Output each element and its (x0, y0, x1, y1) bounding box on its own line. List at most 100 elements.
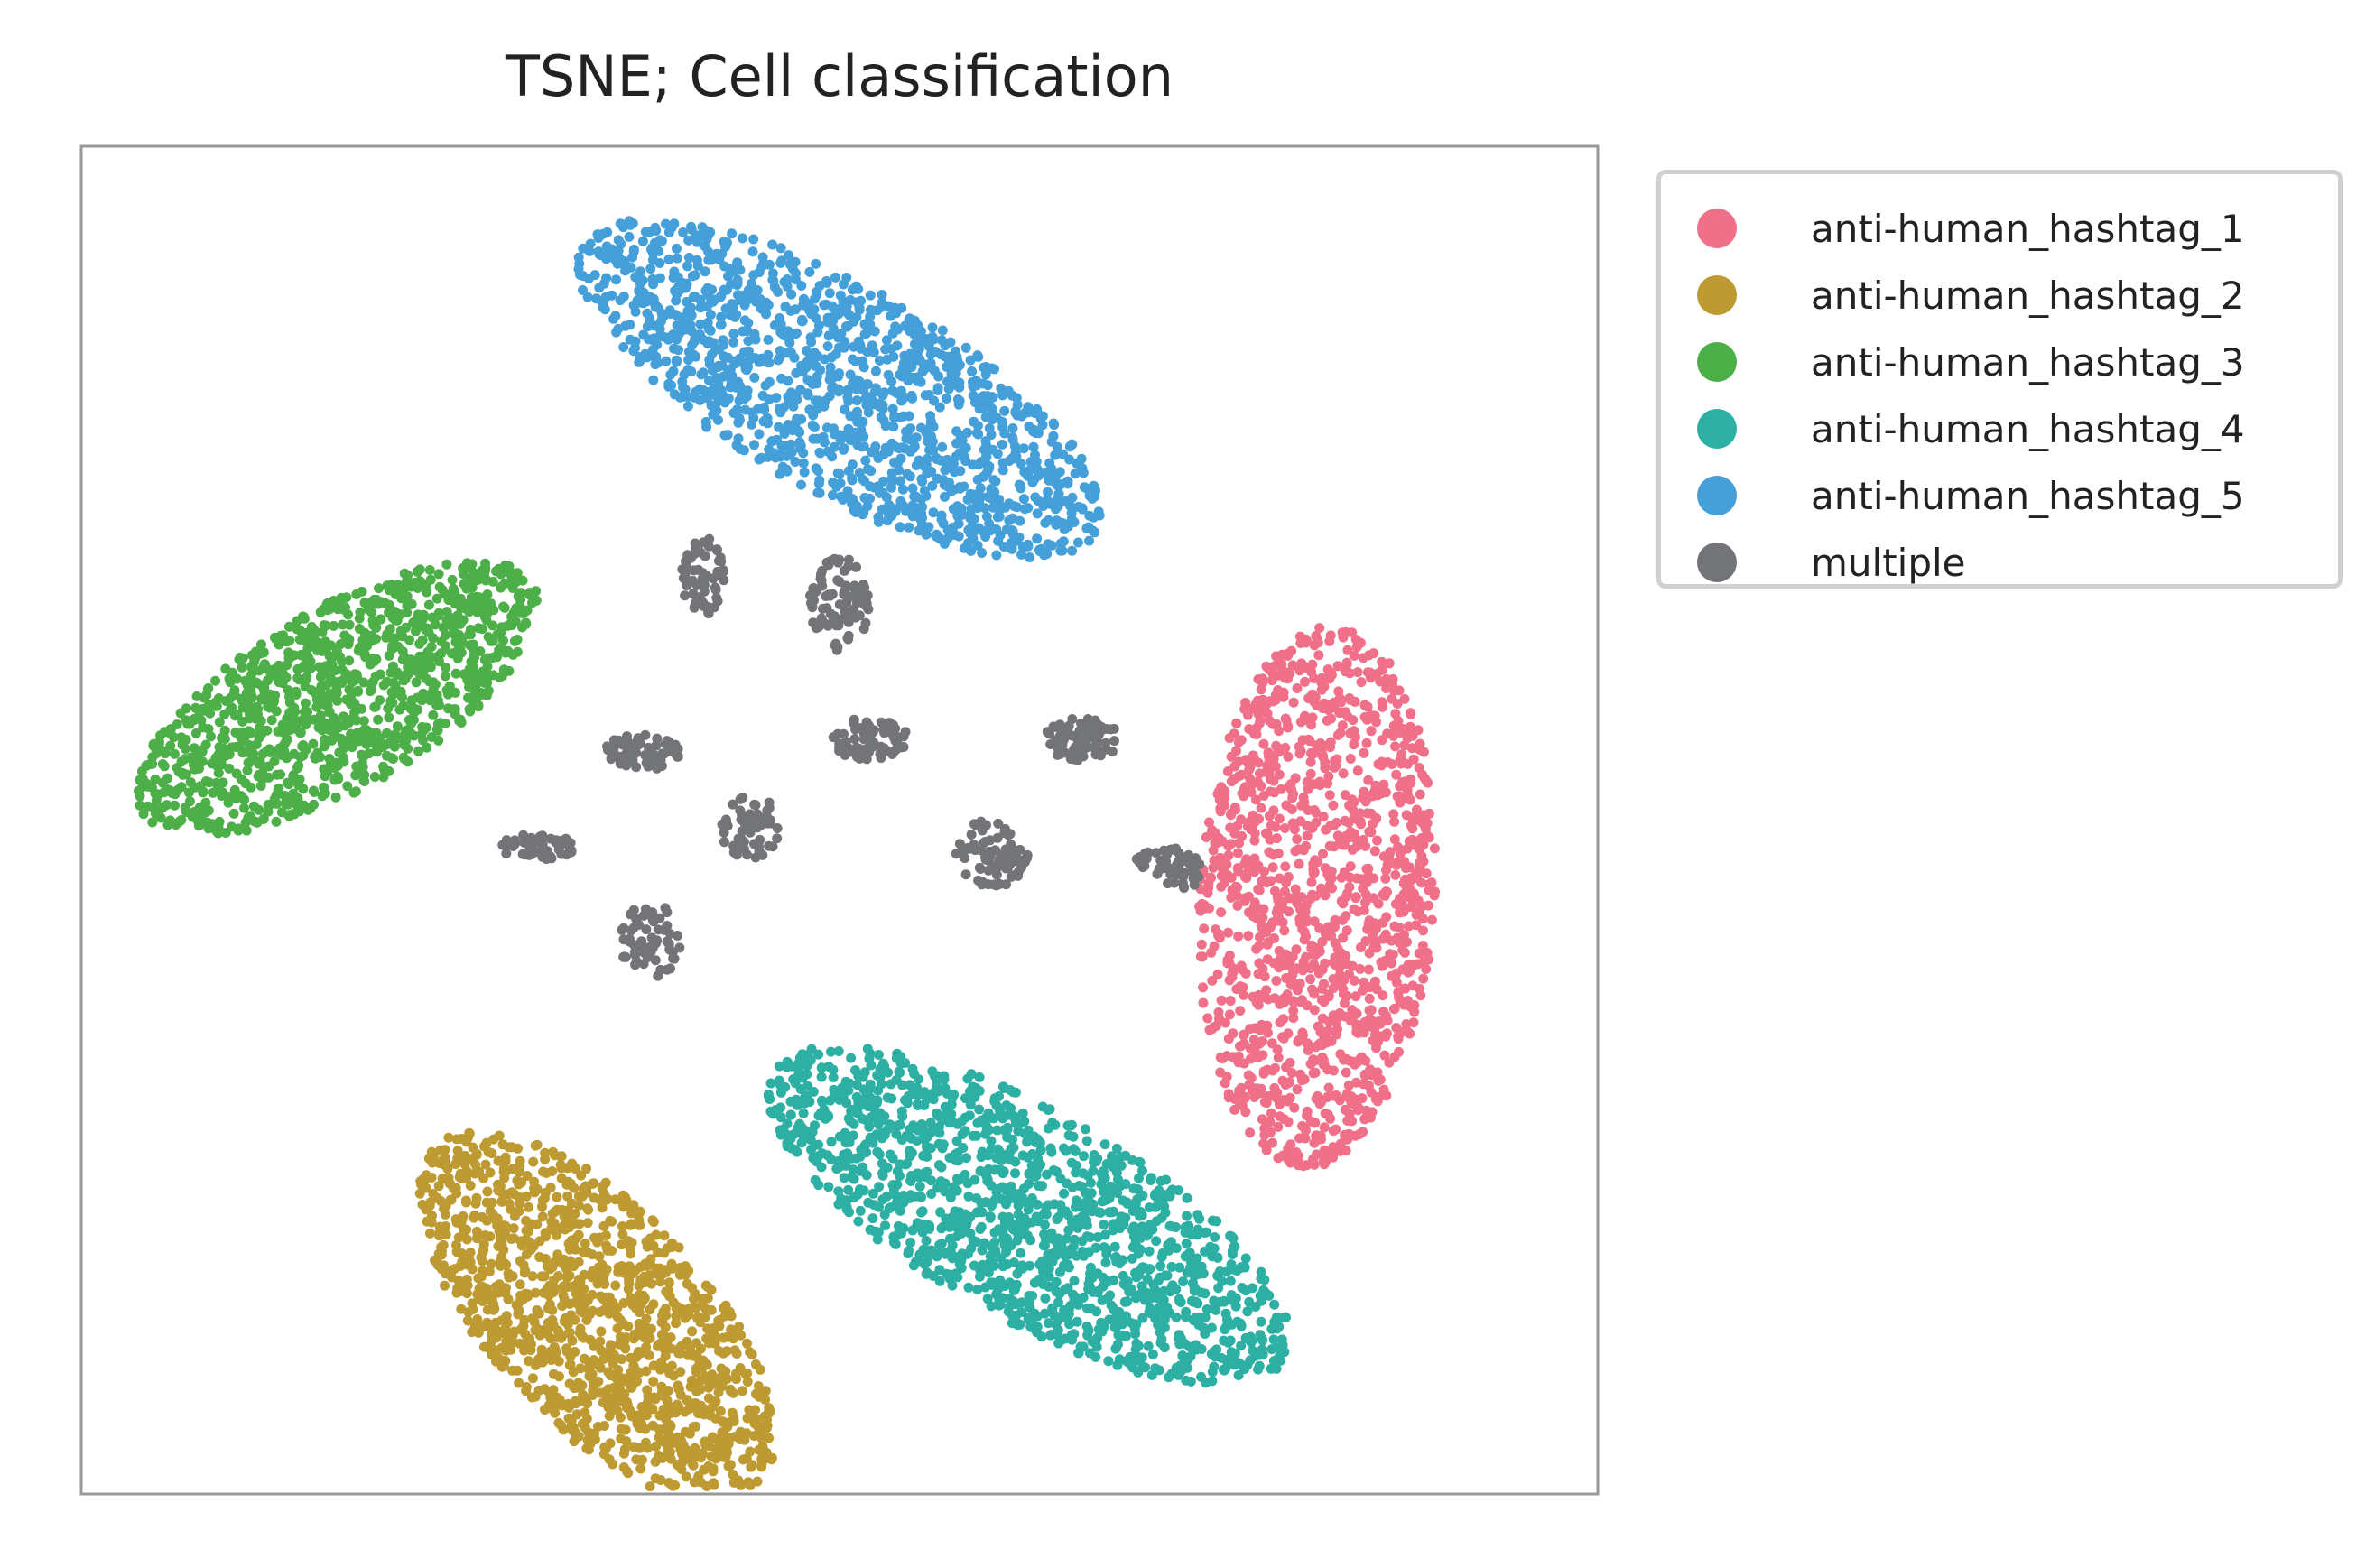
point-anti-human_hashtag_3 (441, 559, 452, 570)
point-anti-human_hashtag_4 (850, 1065, 860, 1076)
point-anti-human_hashtag_1 (1332, 952, 1343, 963)
point-anti-human_hashtag_2 (610, 1280, 621, 1291)
point-anti-human_hashtag_1 (1229, 1104, 1240, 1115)
point-anti-human_hashtag_4 (926, 1189, 937, 1199)
point-anti-human_hashtag_1 (1341, 1067, 1351, 1078)
point-anti-human_hashtag_4 (1182, 1211, 1192, 1221)
point-anti-human_hashtag_4 (985, 1211, 996, 1222)
point-anti-human_hashtag_4 (1131, 1338, 1142, 1349)
point-anti-human_hashtag_2 (700, 1312, 710, 1322)
point-anti-human_hashtag_4 (1053, 1233, 1063, 1244)
point-anti-human_hashtag_3 (279, 791, 290, 801)
point-anti-human_hashtag_2 (452, 1146, 463, 1156)
point-anti-human_hashtag_1 (1256, 1024, 1266, 1035)
point-anti-human_hashtag_1 (1415, 738, 1425, 749)
point-anti-human_hashtag_1 (1424, 900, 1433, 911)
point-anti-human_hashtag_3 (396, 691, 407, 702)
point-anti-human_hashtag_2 (762, 1452, 773, 1463)
point-anti-human_hashtag_3 (202, 683, 213, 694)
point-anti-human_hashtag_4 (1117, 1319, 1127, 1330)
point-anti-human_hashtag_4 (1100, 1257, 1111, 1268)
point-anti-human_hashtag_2 (683, 1453, 694, 1464)
point-anti-human_hashtag_4 (810, 1174, 821, 1185)
point-anti-human_hashtag_2 (548, 1369, 559, 1379)
point-anti-human_hashtag_3 (204, 777, 215, 788)
point-anti-human_hashtag_3 (302, 627, 312, 638)
point-anti-human_hashtag_1 (1308, 959, 1319, 970)
point-anti-human_hashtag_4 (776, 1128, 787, 1139)
point-anti-human_hashtag_1 (1209, 941, 1220, 951)
point-anti-human_hashtag_1 (1377, 735, 1387, 746)
point-anti-human_hashtag_3 (450, 668, 461, 679)
point-anti-human_hashtag_3 (343, 637, 354, 648)
point-anti-human_hashtag_4 (914, 1181, 925, 1192)
point-anti-human_hashtag_2 (492, 1213, 503, 1224)
point-anti-human_hashtag_1 (1401, 810, 1412, 821)
point-anti-human_hashtag_4 (1181, 1239, 1192, 1249)
point-anti-human_hashtag_4 (802, 1090, 812, 1101)
point-anti-human_hashtag_2 (427, 1157, 438, 1168)
point-anti-human_hashtag_2 (587, 1179, 598, 1190)
point-anti-human_hashtag_3 (220, 734, 230, 745)
point-anti-human_hashtag_3 (253, 703, 264, 714)
point-anti-human_hashtag_3 (346, 728, 357, 739)
point-anti-human_hashtag_4 (836, 1194, 847, 1205)
point-anti-human_hashtag_3 (473, 700, 484, 710)
point-anti-human_hashtag_3 (228, 808, 239, 819)
point-anti-human_hashtag_2 (728, 1477, 739, 1488)
point-anti-human_hashtag_4 (960, 1093, 970, 1104)
point-anti-human_hashtag_4 (1067, 1182, 1078, 1192)
point-anti-human_hashtag_1 (1225, 822, 1236, 833)
point-anti-human_hashtag_1 (1277, 917, 1288, 928)
point-anti-human_hashtag_2 (640, 1424, 651, 1434)
point-anti-human_hashtag_2 (552, 1192, 562, 1202)
point-anti-human_hashtag_4 (1034, 1259, 1045, 1270)
point-anti-human_hashtag_3 (390, 680, 401, 691)
point-anti-human_hashtag_2 (600, 1350, 611, 1360)
point-anti-human_hashtag_4 (1127, 1225, 1137, 1236)
point-anti-human_hashtag_2 (504, 1272, 515, 1283)
point-anti-human_hashtag_1 (1406, 709, 1416, 719)
point-anti-human_hashtag_4 (1041, 1202, 1052, 1212)
point-anti-human_hashtag_3 (224, 791, 235, 802)
point-anti-human_hashtag_4 (1242, 1359, 1253, 1370)
point-anti-human_hashtag_4 (970, 1083, 981, 1093)
point-anti-human_hashtag_4 (1005, 1155, 1016, 1165)
point-anti-human_hashtag_1 (1257, 913, 1268, 923)
point-anti-human_hashtag_1 (1250, 794, 1261, 805)
point-anti-human_hashtag_1 (1278, 960, 1289, 970)
point-anti-human_hashtag_3 (413, 746, 424, 756)
point-anti-human_hashtag_1 (1380, 886, 1391, 897)
point-anti-human_hashtag_1 (1231, 718, 1242, 728)
point-anti-human_hashtag_1 (1269, 933, 1279, 943)
point-anti-human_hashtag_1 (1415, 905, 1425, 915)
point-anti-human_hashtag_4 (1018, 1183, 1029, 1194)
point-anti-human_hashtag_2 (596, 1326, 607, 1337)
point-anti-human_hashtag_2 (750, 1405, 760, 1415)
point-anti-human_hashtag_3 (244, 757, 255, 768)
point-anti-human_hashtag_2 (485, 1167, 496, 1178)
point-anti-human_hashtag_2 (605, 1305, 616, 1316)
point-anti-human_hashtag_1 (1408, 1017, 1419, 1028)
point-anti-human_hashtag_2 (617, 1229, 628, 1239)
point-anti-human_hashtag_3 (393, 580, 404, 590)
point-anti-human_hashtag_2 (583, 1248, 593, 1258)
point-anti-human_hashtag_2 (557, 1301, 568, 1312)
point-anti-human_hashtag_4 (1002, 1132, 1013, 1143)
point-anti-human_hashtag_3 (404, 635, 414, 645)
point-anti-human_hashtag_1 (1294, 844, 1303, 855)
point-anti-human_hashtag_1 (1319, 1122, 1330, 1133)
point-anti-human_hashtag_2 (617, 1354, 627, 1365)
point-anti-human_hashtag_1 (1319, 1059, 1330, 1070)
point-anti-human_hashtag_1 (1368, 648, 1379, 659)
point-anti-human_hashtag_1 (1390, 741, 1400, 752)
point-anti-human_hashtag_2 (571, 1287, 581, 1298)
point-anti-human_hashtag_1 (1270, 821, 1281, 832)
point-anti-human_hashtag_4 (942, 1268, 952, 1279)
point-anti-human_hashtag_1 (1391, 769, 1402, 780)
point-anti-human_hashtag_2 (622, 1399, 633, 1410)
point-anti-human_hashtag_2 (618, 1448, 629, 1459)
point-anti-human_hashtag_2 (515, 1338, 525, 1349)
point-anti-human_hashtag_4 (1067, 1334, 1077, 1345)
point-anti-human_hashtag_2 (731, 1374, 742, 1385)
